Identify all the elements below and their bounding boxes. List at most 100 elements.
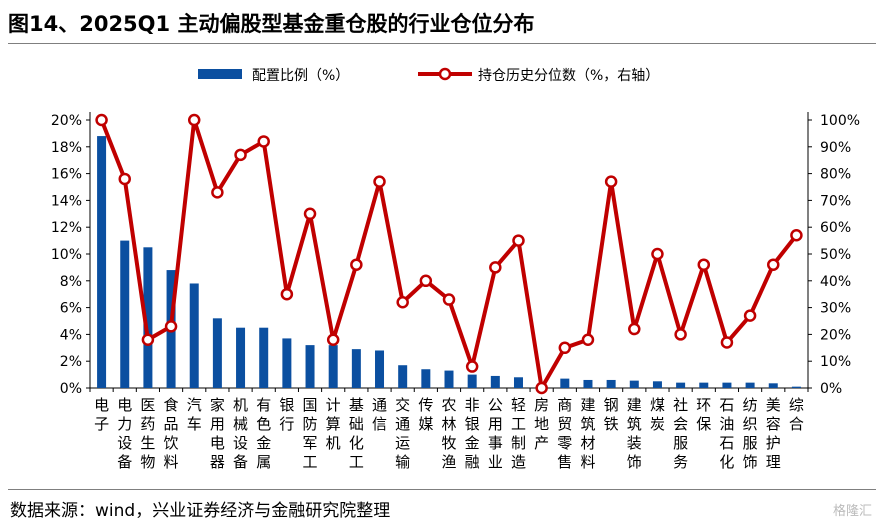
category-label: 家用电器	[210, 396, 225, 471]
bar	[676, 382, 686, 388]
line-marker	[628, 322, 641, 336]
left-tick-label: 12%	[51, 220, 82, 236]
line-marker	[419, 274, 433, 288]
category-label: 有色金属	[256, 396, 271, 471]
left-tick-label: 6%	[60, 301, 82, 317]
line-marker	[373, 175, 386, 188]
category-label: 食品饮料	[164, 396, 179, 471]
source-note: 数据来源：wind，兴业证券经济与金融研究院整理	[10, 501, 391, 521]
legend-line-label: 持仓历史分位数（%，右轴）	[478, 68, 659, 84]
legend-bar-label: 配置比例（%）	[252, 68, 349, 84]
category-label: 商贸零售	[557, 396, 572, 471]
right-tick-label: 10%	[820, 354, 851, 370]
bar	[120, 240, 130, 388]
line-marker	[489, 261, 502, 274]
line-marker	[187, 113, 201, 127]
watermark: 格隆汇	[832, 504, 872, 519]
bar	[467, 374, 477, 388]
category-label: 轻工制造	[511, 396, 526, 471]
category-label: 美容护理	[766, 396, 781, 471]
bar	[212, 318, 222, 388]
line-marker	[697, 258, 711, 271]
category-label: 农林牧渔	[441, 396, 456, 471]
bar	[791, 386, 801, 388]
right-tick-label: 100%	[820, 113, 860, 129]
category-label: 钢铁	[604, 396, 619, 433]
line-marker	[743, 309, 757, 322]
line-marker	[118, 172, 131, 186]
category-label: 传媒	[418, 396, 433, 433]
category-label: 通信	[372, 396, 387, 433]
category-label: 环保	[696, 396, 711, 433]
category-label: 汽车	[187, 396, 202, 433]
left-tick-label: 10%	[51, 247, 82, 263]
bar	[745, 382, 755, 388]
title-divider	[8, 43, 876, 44]
category-label: 机械设备	[233, 396, 248, 471]
line-marker	[512, 234, 525, 247]
bar	[513, 377, 523, 388]
bar	[629, 380, 639, 388]
left-tick-label: 18%	[51, 140, 82, 156]
right-tick-label: 80%	[820, 167, 851, 183]
category-label: 建筑材料	[580, 396, 595, 471]
category-label: 银行	[279, 396, 294, 433]
left-tick-label: 8%	[60, 274, 82, 290]
line-marker	[581, 333, 595, 347]
line-marker	[234, 148, 247, 162]
bar	[351, 349, 361, 388]
category-label: 电力设备	[117, 396, 132, 471]
category-label: 计算机	[326, 396, 341, 452]
bar	[583, 379, 593, 388]
category-label: 纺织服饰	[743, 396, 758, 471]
right-tick-label: 20%	[820, 327, 851, 343]
left-tick-label: 20%	[51, 113, 82, 129]
left-tick-label: 14%	[51, 193, 82, 209]
category-label: 公用事业	[488, 396, 503, 471]
category-label: 综合	[789, 396, 804, 433]
line-series	[99, 118, 798, 390]
bar	[259, 327, 269, 388]
left-tick-label: 0%	[60, 381, 82, 397]
right-tick-label: 30%	[820, 301, 851, 317]
line-marker	[257, 135, 270, 148]
right-tick-label: 70%	[820, 193, 851, 209]
line-marker	[95, 113, 108, 127]
bar	[328, 345, 338, 388]
line-marker	[326, 333, 340, 347]
right-tick-label: 90%	[820, 140, 851, 156]
line-marker	[396, 295, 409, 309]
bar	[768, 383, 778, 388]
bar	[236, 327, 246, 388]
right-tick-label: 50%	[820, 247, 851, 263]
line-marker	[535, 381, 548, 395]
bar	[97, 136, 107, 388]
line-marker	[604, 175, 618, 188]
line-marker	[280, 287, 294, 301]
line-marker	[442, 293, 456, 306]
category-label: 房地产	[534, 396, 549, 452]
line-marker	[164, 320, 178, 333]
footer-divider	[8, 489, 876, 490]
line-marker	[651, 247, 664, 261]
category-label: 交通运输	[395, 396, 410, 471]
line-marker	[720, 336, 734, 349]
bar	[444, 370, 454, 388]
bar	[421, 369, 431, 388]
line-marker	[141, 333, 155, 347]
bar	[490, 375, 500, 388]
category-label: 煤炭	[650, 396, 665, 433]
category-label: 医药生物	[140, 396, 155, 471]
left-tick-label: 2%	[60, 354, 82, 370]
bar	[606, 379, 616, 388]
right-tick-label: 0%	[820, 381, 842, 397]
bar	[305, 345, 315, 388]
category-label: 国防军工	[303, 396, 318, 471]
legend-bar-swatch	[198, 69, 242, 79]
line-marker	[558, 341, 572, 355]
bar	[282, 338, 292, 388]
chart-title: 图14、2025Q1 主动偏股型基金重仓股的行业仓位分布	[8, 12, 535, 36]
category-label: 石油石化	[719, 396, 734, 471]
line-marker	[465, 360, 479, 373]
